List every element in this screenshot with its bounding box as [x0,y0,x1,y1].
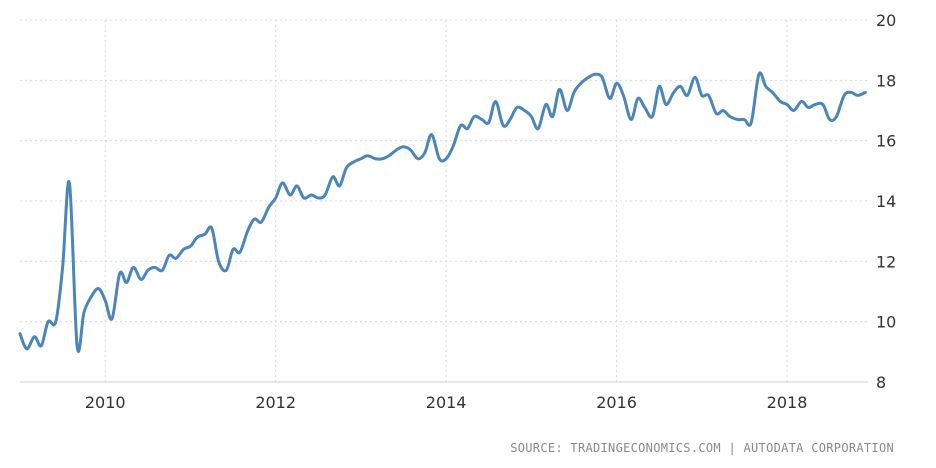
grid [20,19,868,382]
series-layer [18,71,867,353]
x-tick-label: 2014 [426,393,467,412]
y-axis: 8 10 12 14 16 18 20 [876,11,896,392]
y-tick-label: 12 [876,252,896,271]
x-tick-label: 2010 [85,393,126,412]
x-tick-label: 2012 [255,393,296,412]
source-credit: SOURCE: TRADINGECONOMICS.COM | AUTODATA … [510,441,894,455]
y-tick-label: 16 [876,132,896,151]
y-tick-label: 10 [876,313,896,332]
y-tick-label: 18 [876,71,896,90]
x-tick-label: 2018 [767,393,808,412]
y-tick-label: 20 [876,11,896,30]
series-line [18,71,867,353]
y-tick-label: 14 [876,192,896,211]
y-tick-label: 8 [876,373,886,392]
x-axis: 2010 2012 2014 2016 2018 [20,381,868,412]
x-tick-label: 2016 [596,393,637,412]
